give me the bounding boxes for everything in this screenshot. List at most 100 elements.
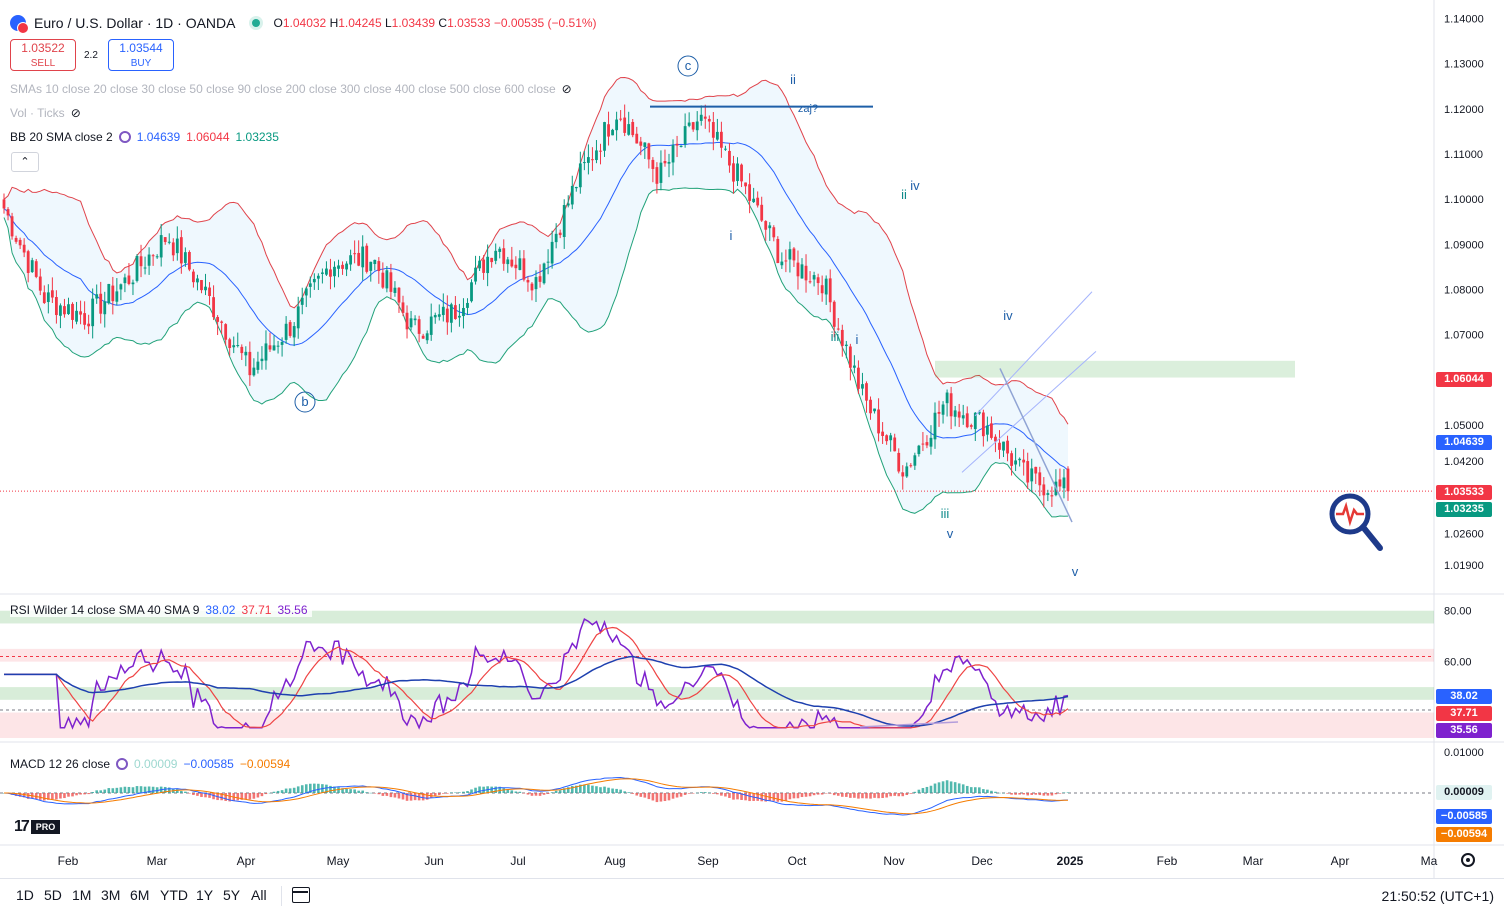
macd-histogram-bar [978,787,981,793]
buy-button[interactable]: 1.03544 BUY [108,39,174,71]
candle-body [719,131,723,148]
rsi-tick-label: 60.00 [1444,657,1472,669]
timeframe-ytd[interactable]: YTD [160,887,188,903]
candle-body [1002,441,1005,451]
macd-histogram-bar [603,786,606,793]
symbol-title[interactable]: Euro / U.S. Dollar · 1D · OANDA [34,15,236,31]
candle-body [695,121,699,131]
candle-body [34,261,38,277]
macd-histogram-bar [470,789,473,793]
macd-histogram-bar [961,784,965,793]
candle-body [611,129,614,136]
chart-analysis-icon[interactable] [1328,492,1386,554]
collapse-legend-button[interactable]: ⌃ [11,152,39,172]
macd-histogram-bar [764,793,768,802]
candle-body [216,317,220,322]
timeframe-5y[interactable]: 5Y [223,887,241,903]
timeframe-3m[interactable]: 3M [101,887,121,903]
candle-body [820,285,824,294]
macd-histogram-bar [111,788,115,793]
hidden-eye-icon[interactable]: ⊘ [70,106,81,120]
macd-histogram-bar [51,793,54,800]
timeframe-1m[interactable]: 1M [72,887,92,903]
wave-label: v [947,526,954,541]
candle-body [312,278,316,283]
macd-histogram-bar [135,786,139,793]
macd-histogram-bar [849,793,852,798]
rsi-legend[interactable]: RSI Wilder 14 close SMA 40 SMA 9 38.02 3… [10,603,312,617]
candle-body [494,250,498,261]
candle-body [836,328,840,330]
macd-histogram-bar [570,785,574,793]
candle-body [1026,461,1030,483]
candle-body [345,263,348,270]
macd-tick-label: 0.01000 [1444,747,1484,759]
settings-loop-icon[interactable] [118,131,131,143]
macd-histogram-bar [442,793,445,794]
toolbar-divider [281,886,282,906]
timeframe-all[interactable]: All [251,887,267,903]
macd-histogram-bar [357,790,360,793]
candle-body [320,272,324,274]
macd-histogram-bar [933,783,937,793]
smas-legend[interactable]: SMAs 10 close 20 close 30 close 50 close… [10,82,572,96]
macd-histogram-bar [828,793,832,794]
timeframe-1y[interactable]: 1Y [196,887,214,903]
calendar-range-icon[interactable] [292,887,310,903]
rsi-sma9-line [4,626,1069,729]
candle-body [913,455,917,466]
macd-histogram-bar [913,791,917,793]
macd-histogram-bar [147,786,151,793]
macd-histogram-bar [284,788,288,793]
timeframe-1d[interactable]: 1D [16,887,34,903]
tradingview-logo[interactable]: 17 PRO [14,818,61,836]
price-tick-label: 1.01900 [1444,560,1484,572]
bb-legend[interactable]: BB 20 SMA close 2 1.04639 1.06044 1.0323… [10,130,279,144]
candle-body [776,238,780,264]
timeframe-6m[interactable]: 6M [130,887,150,903]
sell-button[interactable]: 1.03522 SELL [10,39,76,71]
macd-histogram-bar [38,793,42,800]
time-tick-label: Apr [237,854,256,868]
timeframe-5d[interactable]: 5D [44,887,62,903]
macd-histogram-bar [127,786,131,793]
macd-histogram-bar [502,788,506,793]
candle-body [417,319,421,334]
candle-body [429,316,433,335]
macd-histogram-bar [208,793,211,798]
candle-body [437,314,441,317]
candle-body [377,261,381,271]
macd-histogram-bar [619,789,622,793]
price-tag-last: 1.03533 [1436,485,1492,500]
candle-body [756,197,760,206]
macd-histogram-bar [639,793,643,797]
macd-histogram-bar [139,786,143,793]
clock-timezone[interactable]: 21:50:52 (UTC+1) [1381,888,1494,904]
macd-histogram-bar [176,789,179,793]
macd-histogram-bar [949,781,953,793]
macd-histogram-bar [816,793,820,795]
price-tag-bb-upper: 1.06044 [1436,372,1492,387]
candle-body [832,301,836,327]
vol-legend[interactable]: Vol · Ticks ⊘ [10,106,81,120]
macd-histogram-bar [462,791,465,793]
candle-body [54,297,58,316]
macd-histogram-bar [212,793,215,800]
time-tick-label: Feb [58,854,79,868]
macd-histogram-bar [510,790,514,793]
candle-body [421,335,425,339]
macd-legend[interactable]: MACD 12 26 close 0.00009 −0.00585 −0.005… [10,757,290,771]
candle-body [445,308,449,323]
hidden-eye-icon[interactable]: ⊘ [561,82,572,96]
axis-settings-gear-icon[interactable] [1461,853,1475,867]
candle-body [401,302,405,313]
candle-body [699,114,703,121]
macd-histogram-bar [974,787,977,793]
macd-histogram-bar [478,786,481,793]
candle-body [852,365,856,368]
macd-histogram-bar [901,793,905,797]
symbol-header[interactable]: Euro / U.S. Dollar · 1D · OANDA O1.04032… [10,15,597,34]
settings-loop-icon[interactable] [116,758,129,770]
time-tick-label: Jun [424,854,443,868]
